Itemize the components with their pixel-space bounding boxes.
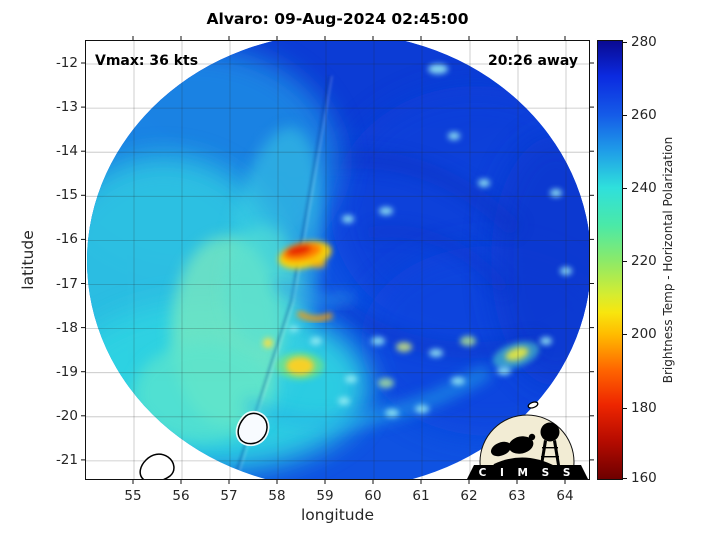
plot-area: C I M S S xyxy=(85,40,590,480)
page-title: Alvaro: 09-Aug-2024 02:45:00 xyxy=(206,10,469,28)
coastline-contours xyxy=(139,401,539,479)
cbticklabel: 220 xyxy=(631,253,657,270)
xticklabel: 57 xyxy=(220,488,238,504)
yticklabel: -17 xyxy=(55,275,78,292)
xticklabel: 63 xyxy=(508,488,526,504)
xticklabel: 60 xyxy=(364,488,382,504)
yticklabel: -14 xyxy=(55,143,78,160)
yticklabel: -19 xyxy=(55,363,78,380)
colorbar-tick xyxy=(623,478,627,479)
xticklabel: 59 xyxy=(316,488,334,504)
cbticklabel: 180 xyxy=(631,399,657,416)
time-away-annotation: 20:26 away xyxy=(488,53,578,69)
yticklabel: -18 xyxy=(55,319,78,336)
colorbar-label: Brightness Temp - Horizontal Polarizatio… xyxy=(661,136,675,384)
hot-spot xyxy=(278,241,332,269)
colorbar-tick xyxy=(623,42,627,43)
yticklabel: -21 xyxy=(55,451,78,468)
yticklabel: -20 xyxy=(55,407,78,424)
islet-outline xyxy=(527,401,539,409)
xticklabel: 61 xyxy=(412,488,430,504)
cbticklabel: 280 xyxy=(631,34,657,50)
cimss-logo-text: C I M S S xyxy=(479,467,576,479)
cbticklabel: 160 xyxy=(631,470,657,486)
yticklabel: -12 xyxy=(55,55,78,71)
cimss-logo: C I M S S xyxy=(467,414,588,479)
vmax-annotation: Vmax: 36 kts xyxy=(95,53,199,69)
y-axis-label: latitude xyxy=(19,230,37,290)
xticklabel: 62 xyxy=(460,488,478,504)
cbticklabel: 260 xyxy=(631,107,657,124)
grid-lines xyxy=(86,41,589,479)
mauritius-outline xyxy=(237,412,268,445)
colorbar-tick xyxy=(623,115,627,117)
colorbar xyxy=(597,40,623,480)
cbticklabel: 240 xyxy=(631,180,657,197)
yticklabel: -13 xyxy=(55,99,78,116)
colorbar-tick xyxy=(623,334,627,336)
cloud-specks xyxy=(289,64,572,417)
xticklabel: 64 xyxy=(556,488,574,504)
colorbar-tick xyxy=(623,407,627,409)
xticklabel: 55 xyxy=(124,488,142,504)
water-tower-icon xyxy=(540,422,560,442)
yticklabel: -16 xyxy=(55,231,78,248)
cbticklabel: 200 xyxy=(631,326,657,343)
satellite-dish-icon xyxy=(508,436,534,454)
satellite-dish-icon xyxy=(490,441,512,457)
storm-image: C I M S S xyxy=(86,41,589,479)
x-axis-label: longitude xyxy=(300,506,375,524)
xticklabel: 58 xyxy=(268,488,286,504)
logo-banner xyxy=(467,465,588,479)
xticklabel: 56 xyxy=(172,488,190,504)
colorbar-tick xyxy=(623,188,627,190)
yticklabel: -15 xyxy=(55,187,78,204)
reunion-outline xyxy=(139,453,175,479)
colorbar-tick xyxy=(623,261,627,263)
swath-imagery xyxy=(87,41,589,479)
